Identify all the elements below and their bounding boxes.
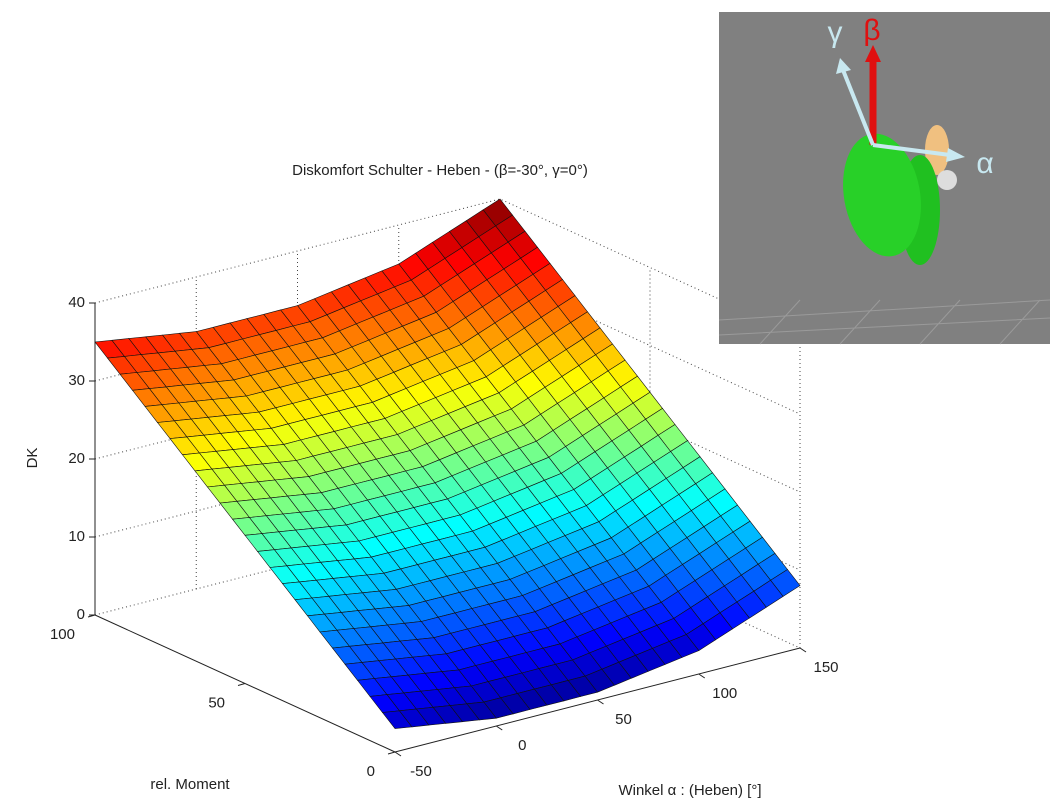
inset-shape: [937, 170, 957, 190]
x-tick-label: 100: [712, 685, 737, 702]
tick-mark: [598, 700, 604, 704]
inset-viewer: γ β α: [719, 12, 1050, 344]
y-tick-label: 100: [50, 626, 75, 643]
chart-title: Diskomfort Schulter - Heben - (β=-30°, γ…: [292, 162, 588, 179]
inset-label: α: [976, 147, 993, 180]
tick-mark: [496, 726, 502, 730]
tick-mark: [699, 674, 705, 678]
x-tick-label: -50: [410, 763, 432, 780]
y-tick-label: 0: [367, 763, 375, 780]
inset-label: γ: [828, 16, 843, 49]
y-tick-label: 50: [208, 694, 225, 711]
x-tick-label: 50: [615, 711, 632, 728]
z-axis-label: DK: [24, 448, 41, 469]
z-tick-label: 20: [68, 450, 85, 467]
inset-label: β: [863, 14, 880, 47]
z-tick-label: 10: [68, 528, 85, 545]
tick-mark: [800, 648, 806, 652]
tick-mark: [388, 752, 395, 754]
figure: Diskomfort Schulter - Heben - (β=-30°, γ…: [0, 0, 1058, 810]
x-tick-label: 150: [813, 659, 838, 676]
tick-mark: [238, 684, 245, 686]
x-axis-label: Winkel α : (Heben) [°]: [618, 782, 761, 799]
z-tick-label: 40: [68, 294, 85, 311]
z-tick-label: 30: [68, 372, 85, 389]
y-axis-label: rel. Moment: [150, 776, 230, 793]
tick-mark: [395, 752, 401, 756]
x-tick-label: 0: [518, 737, 526, 754]
z-tick-label: 0: [77, 606, 85, 623]
